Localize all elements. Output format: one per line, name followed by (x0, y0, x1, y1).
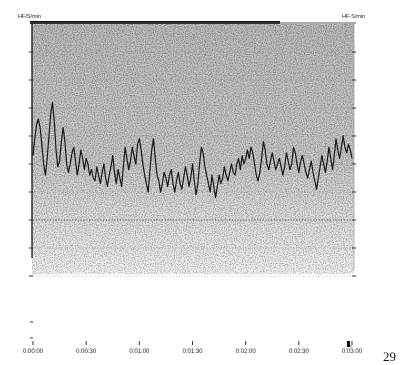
plot-speckle-texture (32, 24, 354, 274)
right-unit-label: HF-S/min (342, 14, 365, 20)
page-number: 29 (383, 349, 396, 364)
x-tick-label: 0:02:00 (236, 349, 257, 355)
x-tick-label: 0:00:00 (23, 349, 44, 355)
x-tick-label: 0:03:00 (342, 349, 363, 355)
x-tick-label: 0:00:30 (76, 349, 97, 355)
x-tick-label: 0:01:00 (129, 349, 150, 355)
x-tick-label: 0:02:30 (289, 349, 310, 355)
heart-rate-series-line (32, 101, 353, 199)
end-marker (347, 341, 350, 347)
grid-lines (33, 51, 354, 277)
y-axis-ticks (29, 51, 356, 339)
x-axis-tick-labels: 0:00:00 0:00:30 0:01:00 0:01:30 0:02:00 0:02:… (23, 341, 363, 355)
x-tick-label: 0:01:30 (182, 349, 203, 355)
end-marker-glyph: ² (350, 345, 352, 351)
left-unit-label: HF/S/min (18, 14, 41, 20)
